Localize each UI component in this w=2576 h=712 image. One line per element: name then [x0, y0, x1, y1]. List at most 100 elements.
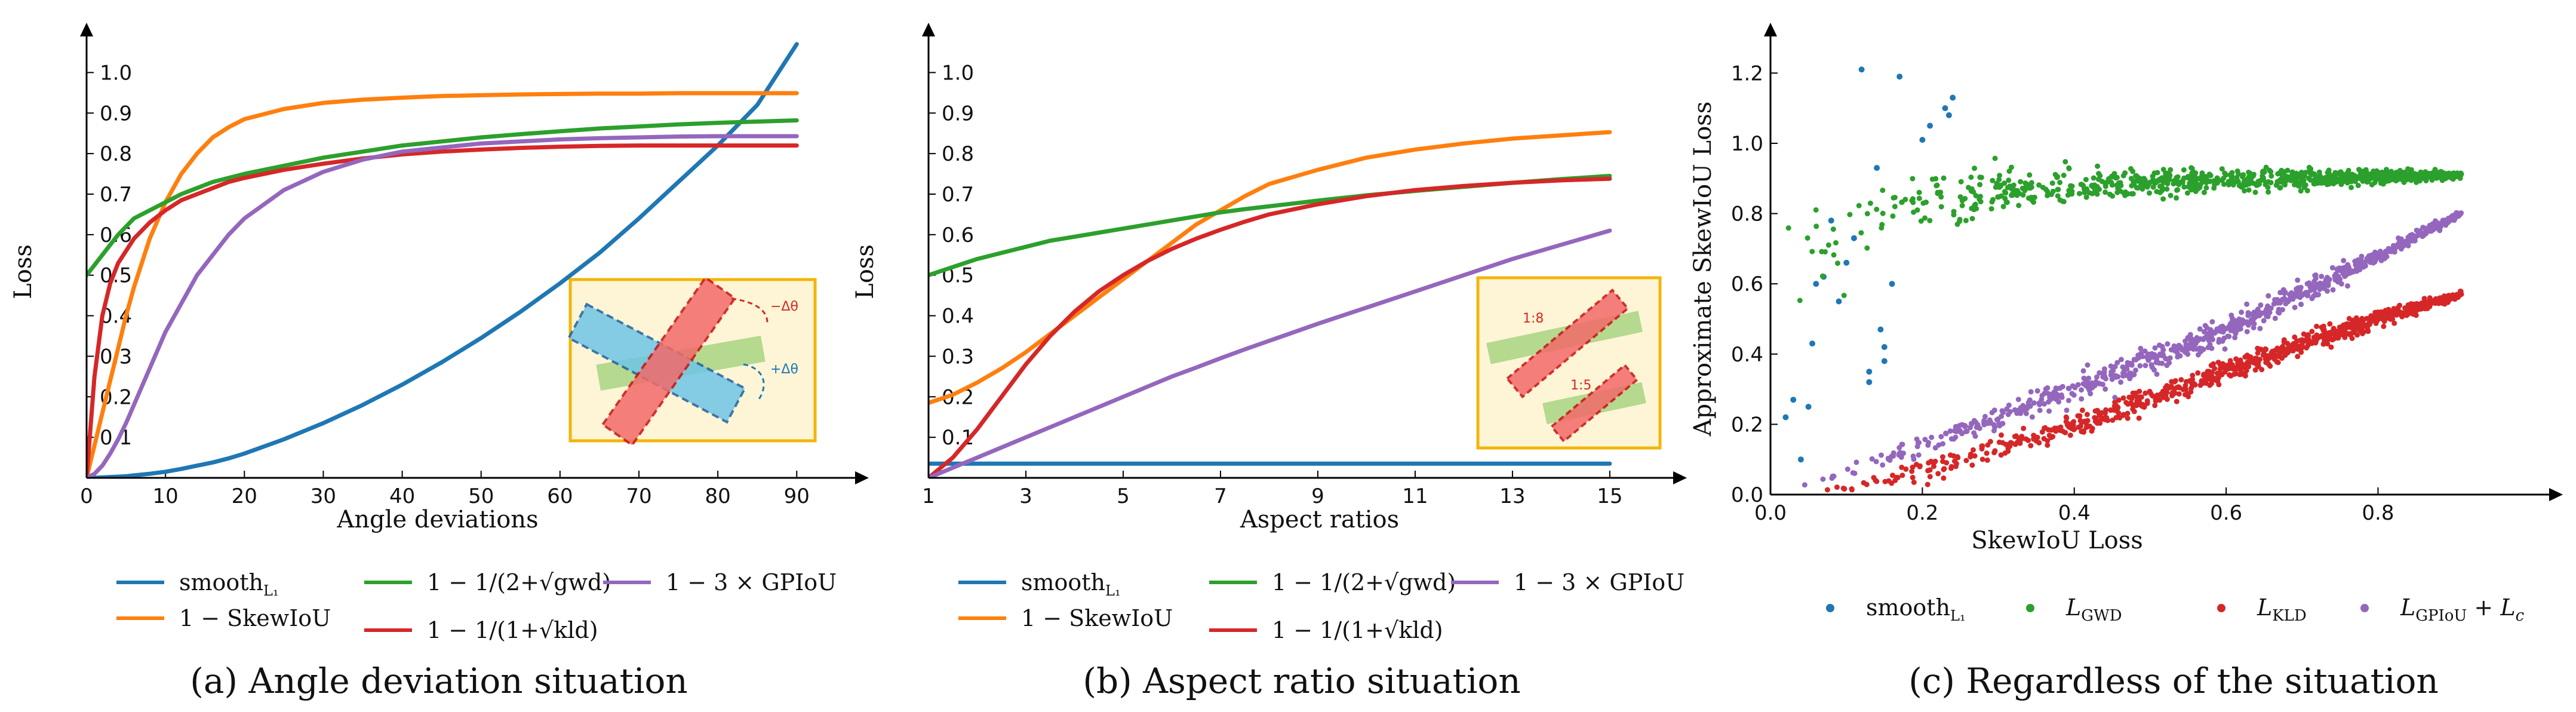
scatter-point-l-gpiou-l-c: [2313, 291, 2319, 297]
scatter-point-l-gpiou-l-c: [2031, 400, 2037, 406]
scatter-point-l-gpiou-l-c: [2375, 250, 2381, 256]
scatter-point-l-gwd: [1958, 179, 1964, 185]
x-tick-label-b-7: 7: [1214, 484, 1227, 508]
scatter-point-l-gpiou-l-c: [2292, 290, 2298, 296]
scatter-point-l-kld: [2255, 360, 2261, 366]
series-line-b-1-skewiou: [929, 130, 1612, 405]
scatter-point-l-kld: [1910, 464, 1916, 470]
scatter-point-l-kld: [2140, 401, 2145, 407]
scatter-point-l-kld: [2395, 305, 2401, 311]
scatter-point-l-gwd: [1968, 174, 1974, 180]
scatter-point-smooth-l1: [1889, 281, 1895, 287]
scatter-point-l-kld: [2002, 450, 2008, 456]
scatter-point-l-gwd: [1847, 211, 1853, 217]
series-line-b-1-1-1-sqrt-kld: [929, 176, 1612, 478]
scatter-point-l-gpiou-l-c: [2362, 263, 2368, 269]
scatter-point-l-gwd: [2137, 178, 2142, 184]
scatter-point-l-gpiou-l-c: [2043, 386, 2049, 392]
inset-red-box: [601, 276, 737, 447]
scatter-point-l-gwd: [1864, 245, 1870, 251]
scatter-point-l-gwd: [1972, 202, 1978, 208]
x-tick-label-a-70: 70: [626, 484, 651, 508]
scatter-point-l-gpiou-l-c: [2258, 302, 2264, 308]
scatter-point-l-kld: [2276, 351, 2282, 357]
scatter-point-l-gpiou-l-c: [2185, 351, 2191, 357]
scatter-point-l-kld: [2366, 317, 2372, 323]
scatter-point-l-gwd: [1910, 200, 1916, 205]
scatter-point-l-kld: [1992, 448, 1998, 454]
scatter-point-l-gpiou-l-c: [2321, 282, 2327, 288]
x-tick-label-a-80: 80: [705, 484, 731, 508]
legend-c-kld-text: L: [2257, 594, 2272, 621]
scatter-point-l-kld: [1910, 474, 1916, 480]
scatter-point-l-gpiou-l-c: [1943, 431, 1949, 437]
scatter-point-l-gwd: [2130, 168, 2136, 174]
scatter-point-l-kld: [2349, 336, 2355, 341]
scatter-point-l-kld: [2005, 446, 2011, 452]
inset-arrow-blue: [743, 363, 765, 401]
scatter-point-l-kld: [2012, 434, 2018, 440]
scatter-point-l-gpiou-l-c: [2381, 251, 2387, 257]
scatter-point-l-gpiou-l-c: [1853, 459, 1859, 465]
inset-label-minus-dtheta: −Δθ: [770, 299, 798, 314]
scatter-point-l-kld: [2195, 370, 2201, 376]
panel-a-legend: smoothL₁ 1 − SkewIoU 1 − 1/(2+√gwd) 1 − …: [116, 569, 837, 643]
scatter-point-l-gwd: [2062, 159, 2068, 165]
legend-c-gpiou-label: LGPIoU + Lc: [2400, 594, 2525, 625]
scatter-point-l-gwd: [2055, 193, 2061, 199]
scatter-point-l-gwd: [2429, 177, 2435, 183]
scatter-point-l-gwd: [2036, 182, 2042, 188]
legend-a-skewiou-label: 1 − SkewIoU: [179, 605, 331, 631]
scatter-point-l-gwd: [2068, 183, 2074, 189]
scatter-point-l-gwd: [2129, 183, 2135, 189]
scatter-point-l-kld: [2423, 306, 2429, 312]
scatter-point-l-gpiou-l-c: [2183, 342, 2189, 348]
scatter-point-l-kld: [2071, 426, 2077, 432]
legend-c-gpiou-sub: GPIoU: [2415, 607, 2467, 625]
scatter-point-l-gwd: [1978, 174, 1984, 180]
scatter-point-l-gwd: [2246, 175, 2252, 180]
scatter-point-l-gwd: [2154, 179, 2160, 185]
scatter-point-l-gwd: [1819, 273, 1825, 279]
scatter-point-l-kld: [2077, 413, 2083, 419]
scatter-point-l-gpiou-l-c: [2317, 287, 2323, 292]
panel-b-caption: (b) Aspect ratio situation: [1083, 661, 1520, 701]
scatter-point-l-kld: [2259, 367, 2265, 373]
scatter-point-l-gpiou-l-c: [2261, 318, 2267, 324]
scatter-point-l-kld: [2449, 294, 2455, 300]
scatter-point-l-kld: [2293, 342, 2299, 348]
scatter-point-l-gpiou-l-c: [2034, 388, 2040, 394]
scatter-point-l-gpiou-l-c: [2064, 407, 2070, 413]
y-tick-label-c-1-2: 1.2: [1731, 62, 1763, 85]
scatter-point-l-kld: [2313, 334, 2319, 340]
scatter-point-l-kld: [2039, 429, 2045, 435]
scatter-point-l-gwd: [2295, 173, 2301, 179]
scatter-point-l-gpiou-l-c: [1922, 437, 1928, 443]
scatter-point-l-kld: [2412, 302, 2418, 308]
panel-b-xlabel: Aspect ratios: [1240, 506, 1399, 533]
scatter-point-l-kld: [2248, 354, 2254, 360]
scatter-point-l-gpiou-l-c: [2085, 362, 2091, 368]
legend-c-gpiou-text: L: [2400, 594, 2415, 621]
scatter-point-l-gpiou-l-c: [2355, 257, 2361, 263]
scatter-point-l-kld: [2434, 296, 2440, 302]
scatter-point-l-kld: [2252, 355, 2258, 361]
scatter-point-smooth-l1: [1850, 235, 1857, 241]
scatter-point-l-gwd: [2181, 184, 2187, 190]
scatter-point-l-kld: [2260, 352, 2266, 358]
scatter-point-l-gpiou-l-c: [1852, 470, 1858, 476]
scatter-point-l-gwd: [2426, 174, 2431, 180]
x-tick-label-b-5: 5: [1117, 484, 1130, 508]
scatter-point-l-kld: [2309, 340, 2315, 346]
y-tick-label-b-0-4: 0.4: [942, 305, 974, 329]
scatter-point-l-gwd: [2111, 171, 2117, 177]
scatter-point-l-gwd: [1918, 218, 1924, 224]
scatter-point-l-kld: [2372, 309, 2378, 315]
scatter-point-smooth-l1: [1797, 456, 1804, 463]
scatter-point-l-gpiou-l-c: [2171, 343, 2177, 349]
scatter-point-l-gpiou-l-c: [2226, 333, 2232, 339]
y-tick-label-b-1-0: 1.0: [942, 61, 974, 85]
scatter-point-l-gwd: [2326, 170, 2332, 176]
scatter-point-l-kld: [2148, 391, 2154, 397]
scatter-point-l-gwd: [2045, 192, 2051, 198]
